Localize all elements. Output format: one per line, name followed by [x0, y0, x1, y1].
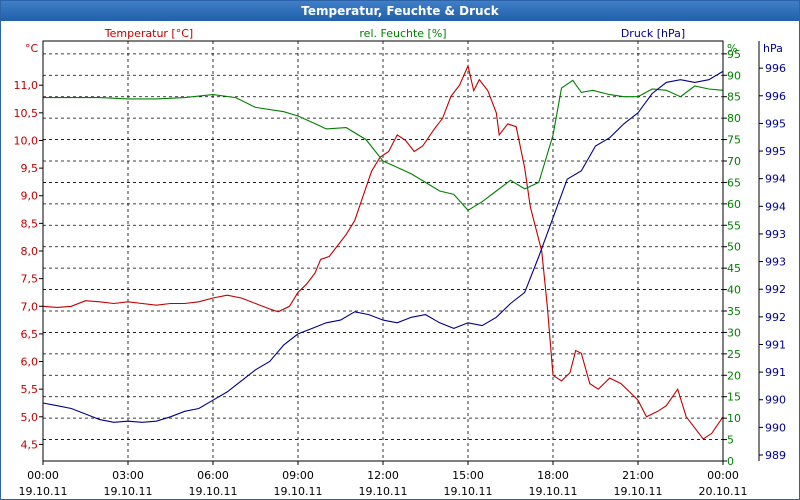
tick-label-humidity: 15 [727, 391, 741, 404]
tick-label-humidity: 35 [727, 305, 741, 318]
series-line-temperature [42, 64, 724, 440]
tick-label-time: 09:00 [282, 469, 314, 482]
tick-label-humidity: 95 [727, 48, 741, 61]
tick-label-date: 19.10.11 [274, 485, 323, 498]
tick-label-time: 00:00 [27, 469, 59, 482]
tick-label-humidity: 5 [727, 434, 734, 447]
pressure-unit-label: hPa [763, 42, 783, 55]
tick-label-humidity: 40 [727, 284, 741, 297]
tick-label-pressure: 996 [765, 90, 786, 103]
tick-label-time: 00:00 [707, 469, 739, 482]
tick-label-humidity: 55 [727, 219, 741, 232]
tick-label-time: 15:00 [452, 469, 484, 482]
tick-label-temp: 5,5 [21, 383, 39, 396]
tick-label-temp: 11,0 [14, 79, 39, 92]
tick-label-pressure: 992 [765, 311, 786, 324]
tick-label-pressure: 990 [765, 394, 786, 407]
tick-label-temp: 8,0 [21, 245, 39, 258]
series-line-pressure [42, 70, 724, 423]
tick-label-temp: 5,0 [21, 411, 39, 424]
tick-label-humidity: 25 [727, 348, 741, 361]
tick-label-time: 18:00 [537, 469, 569, 482]
tick-label-temp: 10,5 [14, 107, 39, 120]
humidity-unit-label: % [727, 42, 737, 55]
tick-label-pressure: 992 [765, 283, 786, 296]
tick-label-pressure: 989 [765, 449, 786, 462]
time-axis: 00:00 19.10.11 03:00 19.10.11 06:00 19.10.11 0… [19, 461, 748, 498]
tick-label-temp: 4,5 [21, 438, 39, 451]
tick-label-humidity: 60 [727, 198, 741, 211]
tick-label-temp: 8,5 [21, 217, 39, 230]
tick-label-humidity: 45 [727, 262, 741, 275]
tick-label-time: 21:00 [622, 469, 654, 482]
tick-label-temp: 7,5 [21, 273, 39, 286]
tick-label-temp: 6,0 [21, 356, 39, 369]
tick-label-temp: 9,5 [21, 162, 39, 175]
tick-label-pressure: 994 [765, 173, 786, 186]
tick-label-humidity: 75 [727, 134, 741, 147]
tick-label-pressure: 991 [765, 338, 786, 351]
tick-label-temp: 10,0 [14, 134, 39, 147]
tick-label-pressure: 991 [765, 366, 786, 379]
tick-label-pressure: 993 [765, 256, 786, 269]
tick-label-humidity: 0 [727, 455, 734, 468]
tick-label-date: 19.10.11 [189, 485, 238, 498]
tick-label-time: 12:00 [367, 469, 399, 482]
tick-label-humidity: 90 [727, 69, 741, 82]
tick-label-date: 19.10.11 [359, 485, 408, 498]
tick-label-pressure: 990 [765, 421, 786, 434]
tick-label-pressure: 995 [765, 117, 786, 130]
tick-label-humidity: 50 [727, 241, 741, 254]
tick-label-time: 03:00 [112, 469, 144, 482]
tick-label-humidity: 10 [727, 412, 741, 425]
pressure-axis: 989 990 990 991 991 992 992 993 993 994 994 995 995 9… [758, 41, 786, 462]
temperature-header: Temperatur [°C] [104, 27, 193, 40]
tick-label-date: 19.10.11 [614, 485, 663, 498]
series-lines [42, 64, 724, 440]
tick-label-pressure: 994 [765, 200, 786, 213]
humidity-axis: 0 5 10 15 20 25 30 35 40 45 50 55 60 65 70 75 80 85 90 95% [723, 42, 741, 468]
tick-label-humidity: 65 [727, 176, 741, 189]
grid [43, 41, 723, 461]
tick-label-date: 19.10.11 [19, 485, 68, 498]
tick-label-date: 19.10.11 [444, 485, 493, 498]
temp-unit-label: °C [25, 42, 39, 55]
tick-label-humidity: 85 [727, 91, 741, 104]
axis-headers: Temperatur [°C] rel. Feuchte [%] Druck [hP… [104, 27, 685, 40]
tick-label-humidity: 20 [727, 369, 741, 382]
tick-label-date: 20.10.11 [699, 485, 748, 498]
series-line-humidity [43, 79, 724, 212]
tick-label-humidity: 30 [727, 326, 741, 339]
tick-label-pressure: 995 [765, 145, 786, 158]
humidity-header: rel. Feuchte [%] [359, 27, 446, 40]
tick-label-date: 19.10.11 [104, 485, 153, 498]
tick-label-humidity: 80 [727, 112, 741, 125]
pressure-header: Druck [hPa] [621, 27, 685, 40]
tick-label-time: 06:00 [197, 469, 229, 482]
tick-label-temp: 7,0 [21, 300, 39, 313]
chart-title: Temperatur, Feuchte & Druck [1, 1, 799, 21]
tick-label-pressure: 996 [765, 62, 786, 75]
temperature-axis: 4,5 5,0 5,5 6,0 6,5 7,0 7,5 8,0 8,5 9,0 9,5 10,0 10,… [14, 42, 43, 451]
tick-label-date: 19.10.11 [529, 485, 578, 498]
tick-label-temp: 6,5 [21, 328, 39, 341]
tick-label-pressure: 993 [765, 228, 786, 241]
tick-label-humidity: 70 [727, 155, 741, 168]
tick-label-temp: 9,0 [21, 190, 39, 203]
